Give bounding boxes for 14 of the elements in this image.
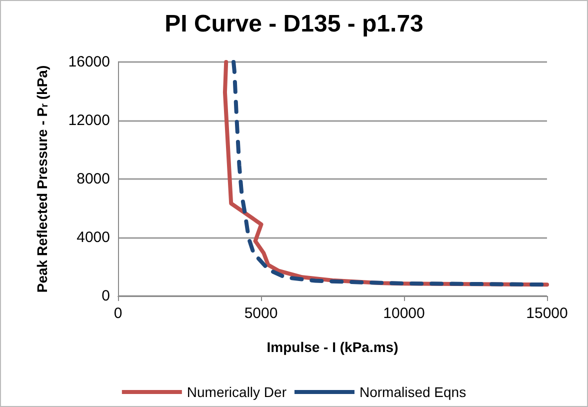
x-tick-label: 5000 xyxy=(244,305,278,322)
chart-title: PI Curve - D135 - p1.73 xyxy=(164,10,424,38)
y-tick-label: 12000 xyxy=(68,112,110,129)
y-tick-label: 0 xyxy=(102,288,110,304)
legend-label: Numerically Der xyxy=(186,384,287,400)
y-axis-title: Peak Reflected Pressure - Pr (kPa) xyxy=(34,65,50,293)
legend-label: Normalised Eqns xyxy=(359,384,466,400)
y-tick-label: 8000 xyxy=(76,170,110,188)
y-tick-label: 16000 xyxy=(68,54,110,70)
x-tick-label: 0 xyxy=(114,305,122,322)
x-tick-label: 10000 xyxy=(383,305,425,322)
x-tick-label: 15000 xyxy=(526,305,568,322)
y-tick-label: 4000 xyxy=(76,229,110,246)
x-axis-title: Impulse - I (kPa.ms) xyxy=(266,339,398,355)
